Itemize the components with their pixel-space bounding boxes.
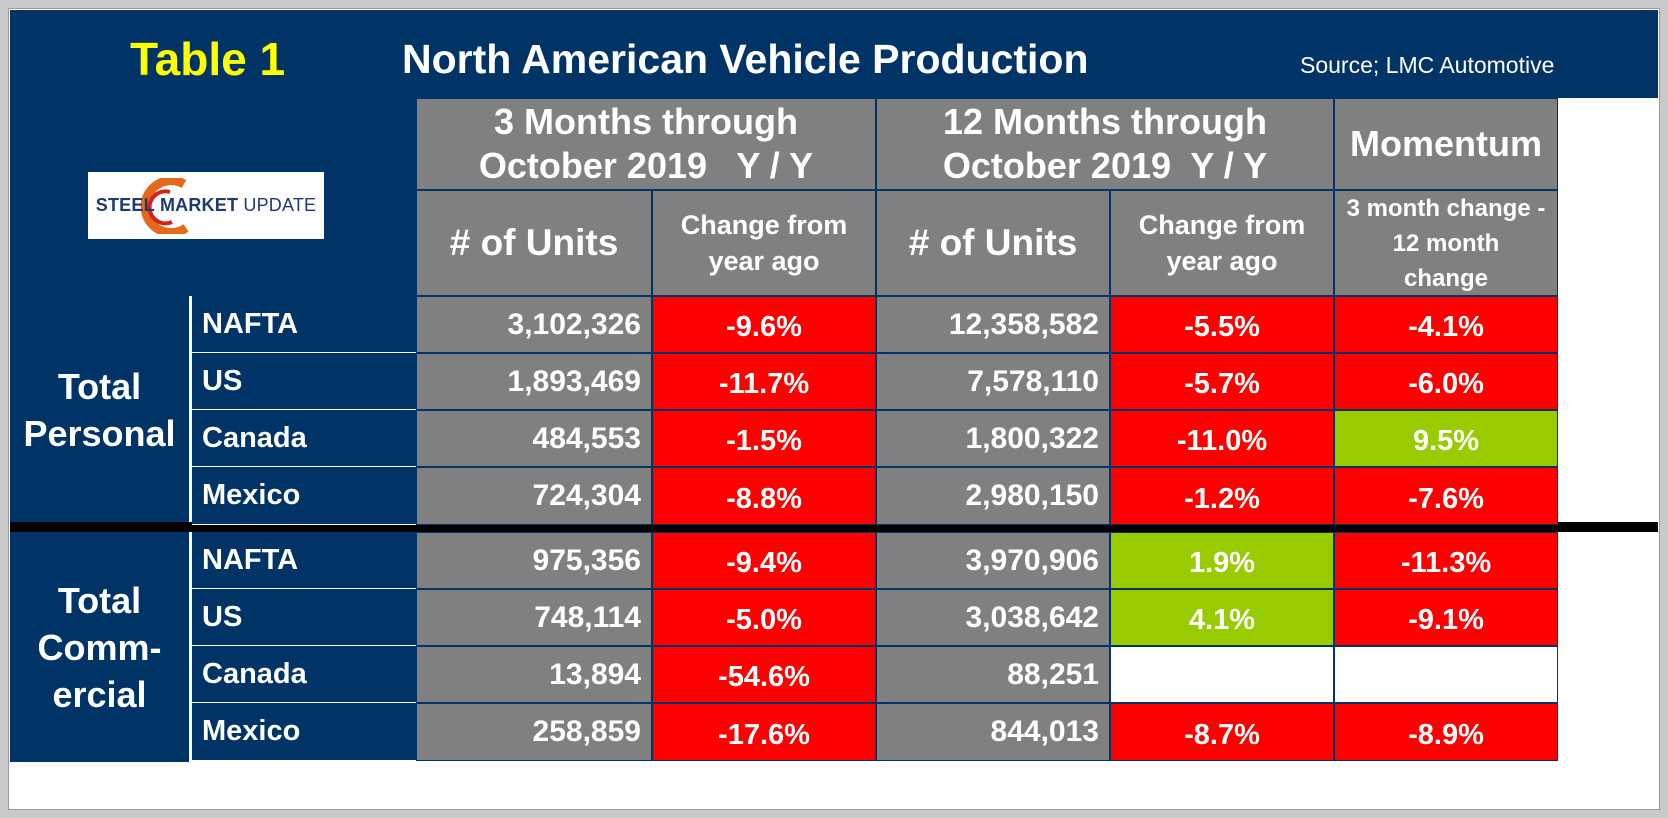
commercial-us-momentum-cell: -9.1% — [1334, 589, 1558, 646]
header-change-12m-line1: Change from — [1138, 210, 1306, 240]
personal-nafta-units12-cell: 12,358,582 — [876, 296, 1110, 353]
logo-word-market: MARKET — [159, 195, 239, 215]
table-title: North American Vehicle Production — [402, 36, 1089, 82]
personal-mexico-chg12-cell: -1.2% — [1110, 467, 1334, 525]
commercial-us-units3-cell: 748,114 — [416, 589, 652, 646]
commercial-mexico-chg3-cell: -17.6% — [652, 703, 876, 761]
steel-market-update-logo: STEEL MARKET UPDATE — [88, 172, 324, 239]
personal-nafta-region-cell: NAFTA — [192, 296, 416, 353]
personal-canada-momentum-cell: 9.5% — [1334, 410, 1558, 467]
commercial-mexico-momentum-cell: -8.9% — [1334, 703, 1558, 761]
header-change-12m-line2: year ago — [1166, 246, 1278, 276]
personal-us-region-cell: US — [192, 353, 416, 410]
section-label-commercial-line1: Total — [57, 579, 142, 621]
header-change-3m-line1: Change from — [680, 210, 848, 240]
section-label-commercial: Total Comm- ercial — [10, 532, 192, 762]
commercial-mexico-chg12-cell: -8.7% — [1110, 703, 1334, 761]
header-12-months-line2: October 2019 Y / Y — [942, 145, 1268, 186]
header-units-3m: # of Units — [416, 190, 652, 296]
commercial-nafta-chg12-cell: 1.9% — [1110, 532, 1334, 589]
header-3-months-line2: October 2019 Y / Y — [478, 145, 814, 186]
commercial-nafta-chg3-cell: -9.4% — [652, 532, 876, 589]
commercial-mexico-units12-cell: 844,013 — [876, 703, 1110, 761]
table-source: Source; LMC Automotive — [1300, 52, 1555, 78]
personal-mexico-region-cell: Mexico — [192, 467, 416, 525]
personal-us-momentum-cell: -6.0% — [1334, 353, 1558, 410]
header-3-months-line1: 3 Months through — [494, 101, 798, 142]
commercial-canada-chg12-cell — [1110, 646, 1334, 703]
commercial-nafta-units3-cell: 975,356 — [416, 532, 652, 589]
commercial-nafta-momentum-cell: -11.3% — [1334, 532, 1558, 589]
commercial-canada-units12-cell: 88,251 — [876, 646, 1110, 703]
section-label-commercial-line2: Comm- — [37, 626, 162, 668]
commercial-nafta-region-cell: NAFTA — [192, 532, 416, 589]
header-momentum-sub-line1: 3 month change - — [1346, 194, 1546, 222]
personal-us-units12-cell: 7,578,110 — [876, 353, 1110, 410]
header-momentum-sub-line3: change — [1403, 264, 1489, 292]
commercial-mexico-region-cell: Mexico — [192, 703, 416, 761]
section-label-personal-line2: Personal — [23, 413, 176, 454]
header-change-12m: Change from year ago — [1110, 190, 1334, 296]
personal-canada-units3-cell: 484,553 — [416, 410, 652, 467]
personal-canada-units12-cell: 1,800,322 — [876, 410, 1110, 467]
personal-nafta-units3-cell: 3,102,326 — [416, 296, 652, 353]
header-3-months: 3 Months through October 2019 Y / Y — [416, 98, 876, 190]
commercial-us-region-cell: US — [192, 589, 416, 646]
personal-mexico-momentum-cell: -7.6% — [1334, 467, 1558, 525]
commercial-nafta-units12-cell: 3,970,906 — [876, 532, 1110, 589]
commercial-canada-units3-cell: 13,894 — [416, 646, 652, 703]
logo-text: STEEL MARKET UPDATE — [96, 195, 317, 216]
commercial-us-chg3-cell: -5.0% — [652, 589, 876, 646]
personal-canada-chg3-cell: -1.5% — [652, 410, 876, 467]
personal-nafta-momentum-cell: -4.1% — [1334, 296, 1558, 353]
swoosh-icon — [140, 178, 189, 234]
header-units-12m: # of Units — [876, 190, 1110, 296]
section-label-commercial-line3: ercial — [52, 673, 147, 715]
section-label-personal: Total Personal — [10, 296, 192, 524]
header-change-3m-line2: year ago — [708, 246, 820, 276]
commercial-mexico-units3-cell: 258,859 — [416, 703, 652, 761]
personal-us-units3-cell: 1,893,469 — [416, 353, 652, 410]
personal-us-chg12-cell: -5.7% — [1110, 353, 1334, 410]
header-change-3m: Change from year ago — [652, 190, 876, 296]
personal-mexico-units3-cell: 724,304 — [416, 467, 652, 525]
commercial-canada-momentum-cell — [1334, 646, 1558, 703]
section-label-personal-line1: Total — [57, 366, 142, 407]
table-label: Table 1 — [130, 33, 286, 85]
header-momentum-sub: 3 month change - 12 month change — [1334, 190, 1558, 296]
commercial-canada-region-cell: Canada — [192, 646, 416, 703]
section-divider — [10, 522, 1658, 532]
personal-nafta-chg12-cell: -5.5% — [1110, 296, 1334, 353]
personal-mexico-chg3-cell: -8.8% — [652, 467, 876, 525]
header-12-months-line1: 12 Months through — [943, 101, 1267, 142]
commercial-us-chg12-cell: 4.1% — [1110, 589, 1334, 646]
title-bar: Table 1 North American Vehicle Productio… — [10, 10, 1658, 98]
header-12-months: 12 Months through October 2019 Y / Y — [876, 98, 1334, 190]
header-momentum: Momentum — [1334, 98, 1558, 190]
commercial-canada-chg3-cell: -54.6% — [652, 646, 876, 703]
personal-canada-chg12-cell: -11.0% — [1110, 410, 1334, 467]
personal-canada-region-cell: Canada — [192, 410, 416, 467]
header-momentum-sub-line2: 12 month — [1392, 229, 1500, 257]
personal-us-chg3-cell: -11.7% — [652, 353, 876, 410]
personal-nafta-chg3-cell: -9.6% — [652, 296, 876, 353]
logo-word-steel: STEEL — [95, 195, 155, 215]
commercial-us-units12-cell: 3,038,642 — [876, 589, 1110, 646]
personal-mexico-units12-cell: 2,980,150 — [876, 467, 1110, 525]
logo-word-update: UPDATE — [243, 195, 317, 215]
